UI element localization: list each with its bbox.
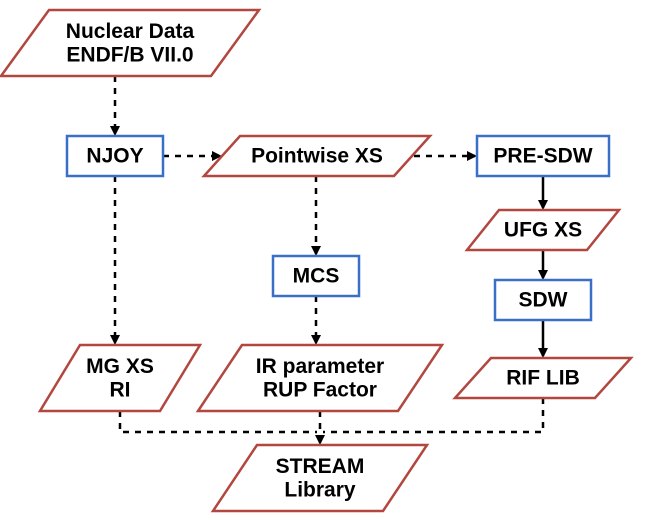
node-nuclear_data: Nuclear DataENDF/B VII.0 [1,10,259,76]
node-stream: STREAMLibrary [213,445,427,511]
node-ir_param-label-0: IR parameter [256,355,384,378]
node-ufg_xs: UFG XS [467,210,619,250]
node-mcs: MCS [273,256,359,296]
node-pre_sdw: PRE-SDW [477,136,609,176]
node-pointwise-label-0: Pointwise XS [251,145,383,168]
node-stream-label-0: STREAM [276,455,365,478]
node-nuclear_data-label-0: Nuclear Data [66,20,195,43]
node-njoy-label-0: NJOY [86,145,143,168]
node-mg_xs-label-1: RI [110,378,131,401]
node-stream-label-1: Library [284,478,356,501]
node-sdw-label-0: SDW [519,289,568,312]
node-mcs-label-0: MCS [293,265,340,288]
node-rif_lib: RIF LIB [455,358,631,398]
flowchart: Nuclear DataENDF/B VII.0 NJOY Pointwise XS… [0,0,646,520]
node-sdw: SDW [495,280,591,320]
node-rif_lib-label-0: RIF LIB [506,367,580,390]
node-njoy: NJOY [67,136,163,176]
node-ir_param-label-1: RUP Factor [263,378,377,401]
node-nuclear_data-label-1: ENDF/B VII.0 [66,43,193,66]
edge-mg_xs-stream_h [120,411,317,432]
node-mg_xs-label-0: MG XS [86,355,154,378]
node-mg_xs: MG XSRI [40,345,200,411]
node-ufg_xs-label-0: UFG XS [504,219,582,242]
node-pointwise: Pointwise XS [204,136,430,176]
node-ir_param: IR parameterRUP Factor [198,345,442,411]
node-pre_sdw-label-0: PRE-SDW [493,145,592,168]
